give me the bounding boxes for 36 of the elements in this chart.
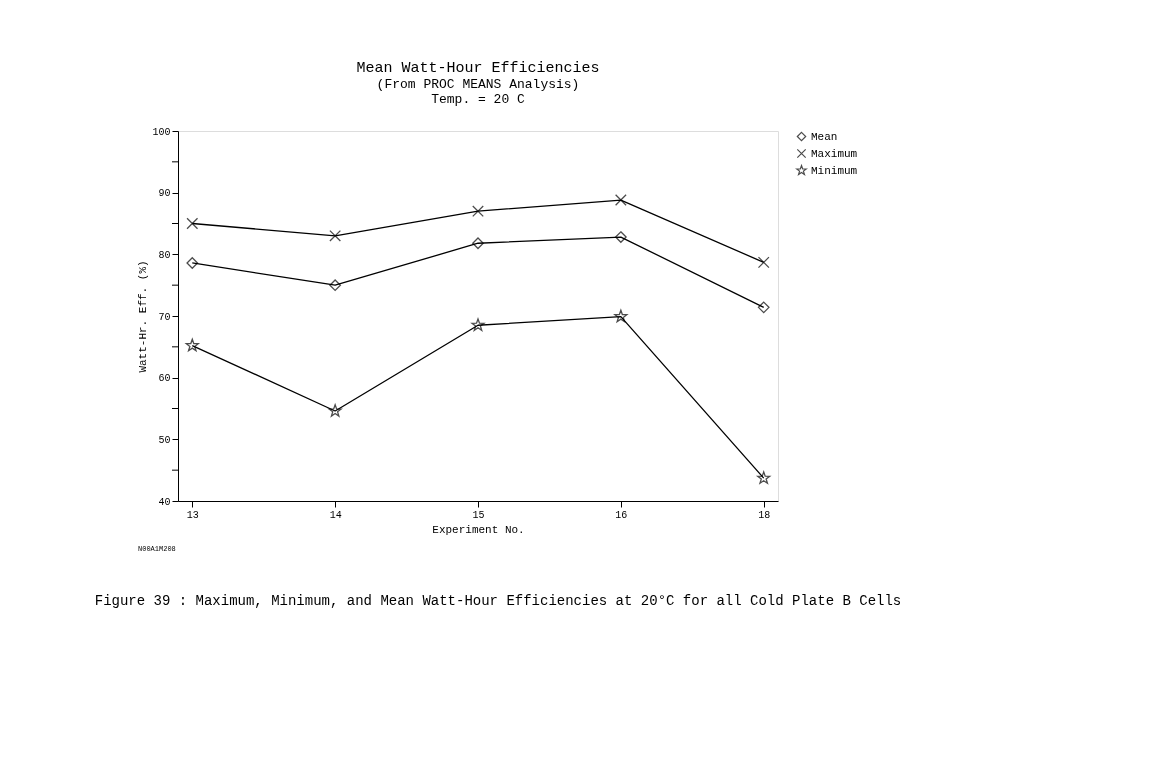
point xyxy=(614,231,627,243)
x-tick-label: 16 xyxy=(615,509,628,521)
y-tick-label: 60 xyxy=(158,373,171,385)
y-tick-label: 100 xyxy=(152,126,171,138)
point xyxy=(186,257,199,269)
text: Temp. = 20 C xyxy=(431,92,525,107)
point xyxy=(757,301,770,314)
point xyxy=(185,338,199,352)
x-axis-title: Experiment No. xyxy=(432,523,525,536)
y-tick-label: 40 xyxy=(158,496,171,508)
point xyxy=(328,404,342,417)
point xyxy=(329,229,342,242)
text: (From PROC MEANS Analysis) xyxy=(376,77,580,92)
point xyxy=(614,194,627,206)
point xyxy=(329,279,342,292)
x-tick-label: 18 xyxy=(758,509,771,521)
y-tick-label: 70 xyxy=(158,311,171,323)
x-tick-label: 15 xyxy=(472,509,485,521)
point xyxy=(472,237,484,250)
y-tick-label: 90 xyxy=(158,188,171,200)
y-tick-label: 80 xyxy=(158,249,171,261)
legend-label: Minimum xyxy=(811,164,858,177)
x-tick-label: 14 xyxy=(329,509,342,521)
chart-title: Mean Watt-Hour Efficiencies xyxy=(356,60,600,77)
caption: Figure 39 : Maximum, Minimum, and Mean Watt-Hour Efficiencies at 20°C for all Cold Plate B Cells xyxy=(94,593,902,609)
legend-label: Mean xyxy=(811,130,838,143)
point xyxy=(757,471,771,484)
point xyxy=(472,205,484,218)
x-tick-label: 13 xyxy=(186,509,199,521)
y-tick-label: 50 xyxy=(158,434,171,446)
point xyxy=(186,217,199,230)
y-axis-title: Watt-Hr. Eff. (%) xyxy=(137,260,150,373)
legend-label: Maximum xyxy=(811,147,858,160)
point xyxy=(614,309,628,323)
point xyxy=(471,318,485,331)
point xyxy=(757,256,770,269)
